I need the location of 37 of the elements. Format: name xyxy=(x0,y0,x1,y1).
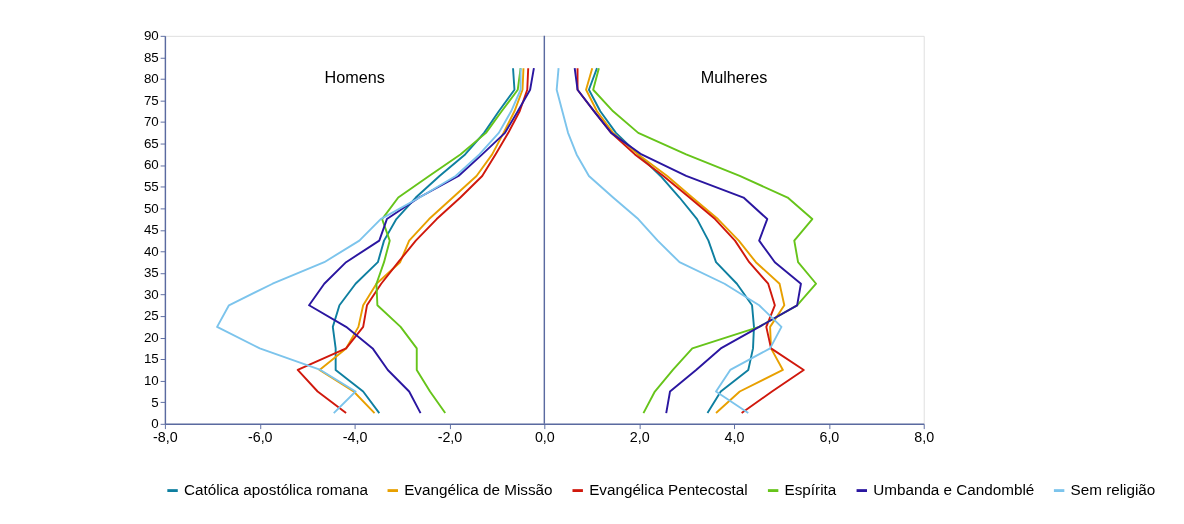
legend-label: Umbanda e Candomblé xyxy=(873,481,1035,499)
y-tick-label: 65 xyxy=(143,135,159,151)
x-tick-label: -6,0 xyxy=(247,429,273,446)
legend-label: Evangélica de Missão xyxy=(404,481,553,499)
y-tick-label: 25 xyxy=(143,308,159,324)
x-tick-label: 0,0 xyxy=(534,429,555,446)
y-tick-label: 90 xyxy=(143,28,159,44)
annotation: Mulheres xyxy=(700,68,768,87)
x-tick-label: 8,0 xyxy=(914,429,935,446)
y-tick-label: 85 xyxy=(143,49,159,65)
y-tick-label: 45 xyxy=(143,222,159,238)
y-tick-label: 20 xyxy=(143,329,159,345)
y-tick-label: 5 xyxy=(151,394,159,410)
legend-label: Evangélica Pentecostal xyxy=(589,481,748,499)
legend-label: Católica apostólica romana xyxy=(183,481,369,499)
x-tick-label: 4,0 xyxy=(724,429,745,446)
y-tick-label: 30 xyxy=(143,286,159,302)
y-tick-label: 50 xyxy=(143,200,159,216)
y-tick-label: 60 xyxy=(143,157,159,173)
annotation: Homens xyxy=(324,68,385,87)
y-tick-label: 40 xyxy=(143,243,159,259)
line-series xyxy=(216,67,522,415)
x-tick-label: 6,0 xyxy=(819,429,840,446)
legend-label: Espírita xyxy=(784,481,837,499)
x-tick-label: -8,0 xyxy=(153,429,178,446)
y-tick-label: 75 xyxy=(143,92,159,108)
x-tick-label: 2,0 xyxy=(629,429,650,446)
y-tick-label: 15 xyxy=(143,351,159,367)
x-tick-label: -2,0 xyxy=(437,429,463,446)
y-tick-label: 70 xyxy=(143,114,159,130)
y-tick-label: 55 xyxy=(143,179,159,195)
y-tick-label: 35 xyxy=(143,265,159,281)
x-tick-label: -4,0 xyxy=(342,429,368,446)
y-tick-label: 0 xyxy=(151,416,159,432)
y-tick-label: 10 xyxy=(143,373,159,389)
y-tick-label: 80 xyxy=(143,71,159,87)
legend-label: Sem religião xyxy=(1070,481,1156,499)
